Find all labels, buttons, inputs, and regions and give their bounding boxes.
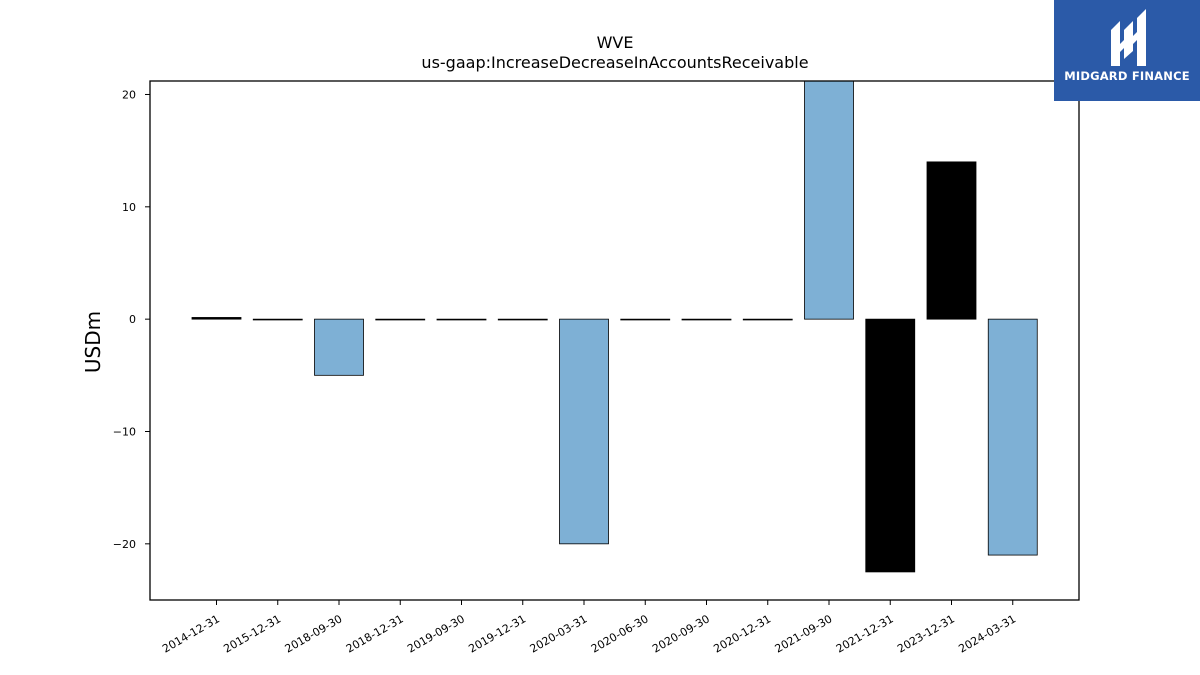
bar-2020-12-31 [742, 318, 793, 321]
y-tick-label: 10 [122, 201, 136, 214]
x-tick-label: 2023-12-31 [895, 612, 957, 655]
x-tick-label: 2024-03-31 [956, 612, 1018, 655]
x-tick-label: 2018-12-31 [344, 612, 406, 655]
x-tick-label: 2019-09-30 [405, 612, 467, 655]
bar-2019-12-31 [497, 318, 548, 321]
bar-2023-12-31 [926, 161, 977, 320]
x-tick-label: 2014-12-31 [160, 612, 222, 655]
bars-group [191, 80, 1038, 573]
bar-2019-09-30 [436, 318, 487, 321]
bar-2015-12-31 [252, 318, 303, 321]
y-tick-label: −10 [113, 425, 136, 438]
x-tick-label: 2020-03-31 [528, 612, 590, 655]
logo-text: MIDGARD FINANCE [1064, 69, 1190, 83]
y-tick-label: 20 [122, 88, 136, 101]
chart-subtitle: us-gaap:IncreaseDecreaseInAccountsReceiv… [421, 53, 808, 72]
x-ticks-group: 2014-12-31 2015-12-31 2018-09-30 2018-12-31… [160, 600, 1018, 656]
bar-2021-12-31 [865, 318, 916, 573]
chart-title: WVE [597, 33, 634, 52]
x-tick-label: 2020-06-30 [589, 612, 651, 655]
x-tick-label: 2018-09-30 [283, 612, 345, 655]
x-tick-label: 2019-12-31 [466, 612, 528, 655]
plot-frame [149, 80, 1080, 601]
x-tick-label: 2020-09-30 [650, 612, 712, 655]
bar-2020-03-31 [559, 318, 609, 545]
logo: MIDGARD FINANCE [1054, 0, 1200, 101]
y-axis-label: USDm [81, 311, 105, 373]
bar-2014-12-31 [191, 317, 242, 320]
y-tick-label: 0 [129, 313, 136, 326]
bar-2021-09-30 [804, 80, 854, 320]
y-ticks-group: 20 10 0 −10 −20 [113, 88, 150, 551]
midgard-logo-icon [1111, 9, 1146, 66]
x-tick-label: 2015-12-31 [221, 612, 283, 655]
bar-2018-12-31 [375, 318, 426, 321]
x-tick-label: 2021-12-31 [834, 612, 896, 655]
bar-2024-03-31 [987, 318, 1038, 556]
y-tick-label: −20 [113, 538, 136, 551]
x-tick-label: 2020-12-31 [711, 612, 773, 655]
x-tick-label: 2021-09-30 [773, 612, 835, 655]
bar-2020-06-30 [620, 318, 671, 321]
bar-2018-09-30 [314, 318, 364, 376]
bar-2020-09-30 [681, 318, 732, 321]
